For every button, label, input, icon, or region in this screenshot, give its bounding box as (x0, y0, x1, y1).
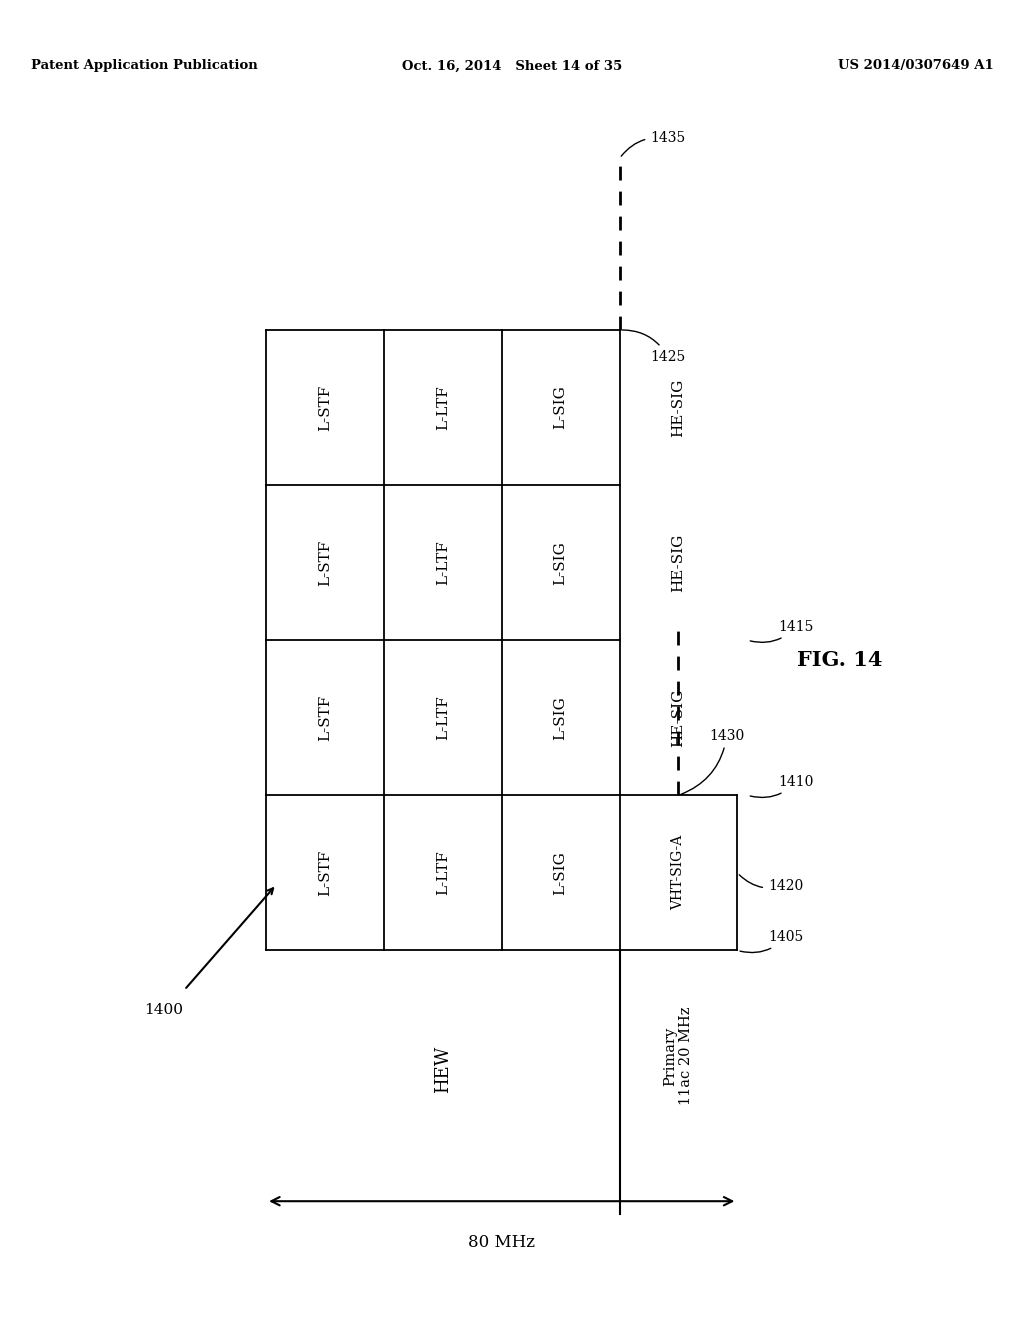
Text: HE-SIG: HE-SIG (672, 533, 685, 591)
Text: 1420: 1420 (739, 875, 803, 894)
Text: L-LTF: L-LTF (436, 385, 450, 430)
Text: US 2014/0307649 A1: US 2014/0307649 A1 (838, 59, 993, 73)
Text: L-STF: L-STF (318, 384, 332, 430)
Text: 1405: 1405 (740, 931, 803, 953)
Text: L-SIG: L-SIG (554, 541, 567, 585)
Text: Patent Application Publication: Patent Application Publication (31, 59, 257, 73)
Text: 1410: 1410 (751, 775, 814, 797)
Text: Primary
11ac 20 MHz: Primary 11ac 20 MHz (664, 1007, 693, 1105)
Text: HEW: HEW (434, 1045, 452, 1093)
Text: L-SIG: L-SIG (554, 385, 567, 429)
Text: 80 MHz: 80 MHz (468, 1234, 536, 1251)
Text: HE-SIG: HE-SIG (672, 689, 685, 747)
Text: L-SIG: L-SIG (554, 696, 567, 739)
Text: L-STF: L-STF (318, 694, 332, 741)
Text: L-STF: L-STF (318, 540, 332, 586)
Text: FIG. 14: FIG. 14 (797, 649, 883, 671)
Text: 1435: 1435 (622, 131, 685, 156)
Text: 1415: 1415 (751, 620, 814, 643)
Text: L-LTF: L-LTF (436, 850, 450, 895)
Text: L-SIG: L-SIG (554, 851, 567, 895)
Text: 1430: 1430 (681, 729, 744, 795)
Text: L-LTF: L-LTF (436, 540, 450, 585)
Text: L-STF: L-STF (318, 850, 332, 896)
Text: 1400: 1400 (144, 1003, 183, 1018)
Text: L-LTF: L-LTF (436, 696, 450, 741)
Text: Oct. 16, 2014   Sheet 14 of 35: Oct. 16, 2014 Sheet 14 of 35 (401, 59, 623, 73)
Text: 1425: 1425 (623, 330, 685, 364)
Text: HE-SIG: HE-SIG (672, 379, 685, 437)
Text: VHT-SIG-A: VHT-SIG-A (672, 836, 685, 911)
